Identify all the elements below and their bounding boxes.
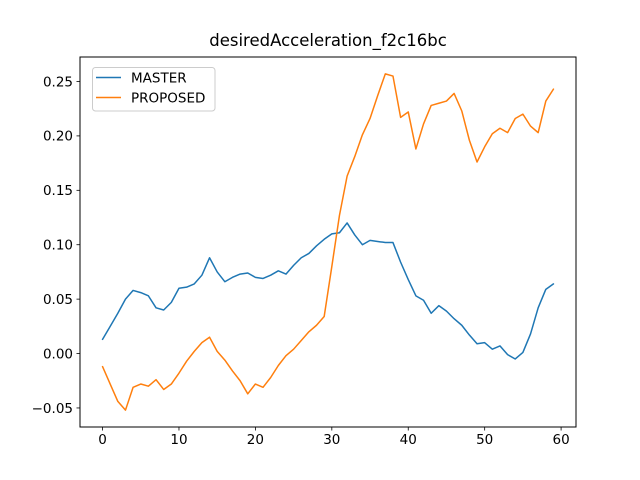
x-tick-label: 60 <box>553 432 570 448</box>
y-tick-label: 0.10 <box>43 238 73 254</box>
y-axis: −0.05 0.00 0.05 0.10 0.15 0.20 0.25 <box>32 74 80 417</box>
x-tick-label: 0 <box>98 432 107 448</box>
master-line <box>101 222 555 360</box>
x-tick-label: 40 <box>400 432 417 448</box>
x-axis: 0 10 20 30 40 50 60 <box>98 427 570 448</box>
y-tick-label: −0.05 <box>32 401 73 417</box>
chart-title: desiredAcceleration_f2c16bc <box>209 31 447 50</box>
legend-label-master: MASTER <box>131 70 187 86</box>
y-tick-label: 0.20 <box>43 129 73 145</box>
x-tick-label: 10 <box>170 432 187 448</box>
y-tick-label: 0.05 <box>43 292 73 308</box>
y-tick-label: 0.15 <box>43 183 73 199</box>
legend-label-proposed: PROPOSED <box>131 90 205 106</box>
y-tick-label: 0.00 <box>43 346 73 362</box>
x-tick-label: 20 <box>247 432 264 448</box>
x-tick-label: 30 <box>323 432 340 448</box>
y-tick-label: 0.25 <box>43 74 73 90</box>
x-tick-label: 50 <box>476 432 493 448</box>
legend-box <box>92 67 216 112</box>
legend: MASTER PROPOSED <box>92 67 216 112</box>
proposed-line <box>101 73 555 411</box>
axes-frame <box>79 56 577 428</box>
